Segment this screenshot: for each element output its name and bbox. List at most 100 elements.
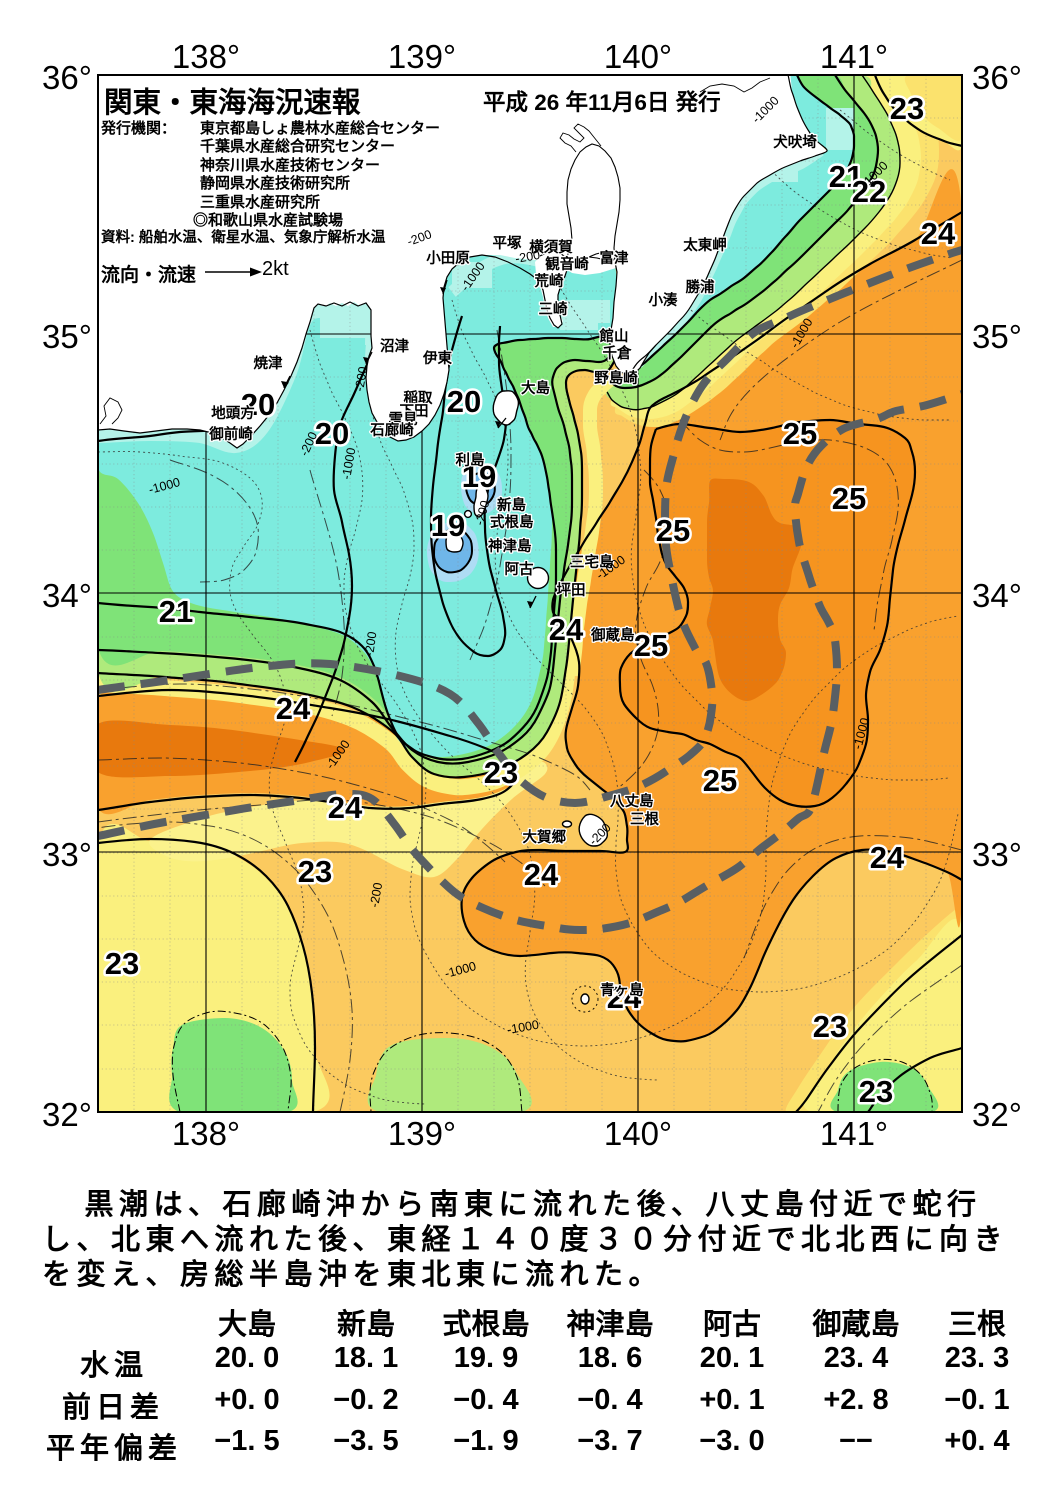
svg-text:利島: 利島 <box>456 451 485 469</box>
svg-text:23: 23 <box>890 91 924 126</box>
svg-text:23: 23 <box>859 1074 893 1109</box>
svg-text:犬吠埼: 犬吠埼 <box>773 133 817 151</box>
svg-text:太東岬: 太東岬 <box>683 236 727 254</box>
svg-text:石廊崎: 石廊崎 <box>369 421 414 439</box>
svg-text:八丈島: 八丈島 <box>609 792 654 810</box>
svg-text:阿古: 阿古 <box>505 560 534 578</box>
svg-text:雲見: 雲見 <box>389 411 418 428</box>
svg-text:23: 23 <box>298 854 332 889</box>
svg-text:伊東: 伊東 <box>422 349 452 367</box>
svg-text:観音崎: 観音崎 <box>545 255 589 273</box>
svg-text:稲取: 稲取 <box>404 389 433 407</box>
svg-text:荒崎: 荒崎 <box>535 272 564 290</box>
svg-text:青ヶ島: 青ヶ島 <box>600 981 644 999</box>
svg-text:24: 24 <box>328 790 363 825</box>
svg-text:地頭方: 地頭方 <box>211 404 255 422</box>
svg-text:25: 25 <box>783 416 817 451</box>
svg-text:野島崎: 野島崎 <box>594 369 638 387</box>
svg-text:沼津: 沼津 <box>380 337 409 355</box>
svg-text:-200: -200 <box>352 365 370 392</box>
svg-text:19: 19 <box>431 508 465 543</box>
svg-text:24: 24 <box>870 840 905 875</box>
svg-text:大島: 大島 <box>521 379 550 397</box>
svg-text:21: 21 <box>159 594 193 629</box>
svg-text:24: 24 <box>870 840 905 875</box>
svg-text:25: 25 <box>832 481 866 516</box>
svg-text:23: 23 <box>484 755 518 790</box>
svg-text:20: 20 <box>315 416 349 451</box>
svg-text:21: 21 <box>829 159 863 194</box>
svg-text:利島: 利島 <box>456 451 485 469</box>
svg-text:八丈島: 八丈島 <box>609 792 654 810</box>
svg-text:犬吠埼: 犬吠埼 <box>773 133 817 151</box>
svg-text:24: 24 <box>921 216 956 251</box>
svg-text:三宅島: 三宅島 <box>570 553 614 571</box>
svg-text:23: 23 <box>105 946 139 981</box>
svg-text:三宅島: 三宅島 <box>570 553 614 571</box>
svg-text:19: 19 <box>431 508 465 543</box>
svg-text:23: 23 <box>813 1009 847 1044</box>
svg-text:御前崎: 御前崎 <box>208 425 253 443</box>
svg-text:小田原: 小田原 <box>426 250 470 267</box>
svg-text:御蔵島: 御蔵島 <box>590 626 635 644</box>
svg-text:神津島: 神津島 <box>488 537 532 555</box>
svg-text:20: 20 <box>315 416 349 451</box>
svg-text:富津: 富津 <box>600 249 629 267</box>
svg-text:24: 24 <box>921 216 956 251</box>
svg-text:22: 22 <box>852 174 886 209</box>
svg-text:坪田: 坪田 <box>557 582 586 599</box>
svg-text:三根: 三根 <box>630 810 659 828</box>
svg-text:千倉: 千倉 <box>603 344 632 362</box>
svg-text:23: 23 <box>484 755 518 790</box>
svg-text:25: 25 <box>783 416 817 451</box>
svg-text:太東岬: 太東岬 <box>683 236 727 254</box>
svg-text:館山: 館山 <box>600 327 629 345</box>
svg-text:23: 23 <box>813 1009 847 1044</box>
svg-text:-200: -200 <box>472 499 492 527</box>
svg-text:御前崎: 御前崎 <box>208 425 253 443</box>
svg-text:25: 25 <box>832 481 866 516</box>
svg-text:24: 24 <box>549 612 584 647</box>
svg-text:勝浦: 勝浦 <box>686 278 715 296</box>
svg-text:大賀郷: 大賀郷 <box>523 828 567 846</box>
svg-text:23: 23 <box>105 946 139 981</box>
svg-text:25: 25 <box>703 763 737 798</box>
svg-text:富津: 富津 <box>600 249 629 267</box>
svg-text:23: 23 <box>890 91 924 126</box>
svg-text:25: 25 <box>703 763 737 798</box>
svg-text:御蔵島: 御蔵島 <box>590 626 635 644</box>
svg-text:荒崎: 荒崎 <box>535 272 564 290</box>
svg-text:21: 21 <box>829 159 863 194</box>
svg-text:24: 24 <box>607 980 642 1015</box>
svg-text:三崎: 三崎 <box>539 301 568 318</box>
svg-text:沼津: 沼津 <box>380 337 409 355</box>
svg-text:平塚: 平塚 <box>493 235 522 252</box>
svg-text:24: 24 <box>524 857 559 892</box>
svg-text:25: 25 <box>634 628 668 663</box>
svg-text:焼津: 焼津 <box>254 354 283 372</box>
svg-text:22: 22 <box>852 174 886 209</box>
svg-text:25: 25 <box>656 513 690 548</box>
svg-text:小田原: 小田原 <box>426 250 470 267</box>
svg-text:24: 24 <box>524 857 559 892</box>
svg-text:23: 23 <box>298 854 332 889</box>
svg-text:20: 20 <box>447 384 481 419</box>
svg-text:24: 24 <box>549 612 584 647</box>
svg-text:横須賀: 横須賀 <box>529 238 573 256</box>
svg-text:25: 25 <box>656 513 690 548</box>
svg-text:式根島: 式根島 <box>490 513 534 531</box>
svg-text:三崎: 三崎 <box>539 301 568 318</box>
svg-text:大島: 大島 <box>521 379 550 397</box>
svg-text:新島: 新島 <box>497 496 526 514</box>
svg-text:小湊: 小湊 <box>649 291 678 309</box>
svg-text:坪田: 坪田 <box>557 582 586 599</box>
svg-text:-200: -200 <box>362 631 379 658</box>
svg-text:21: 21 <box>159 594 193 629</box>
svg-text:24: 24 <box>328 790 363 825</box>
svg-text:新島: 新島 <box>497 496 526 514</box>
svg-text:地頭方: 地頭方 <box>211 404 255 422</box>
svg-text:青ヶ島: 青ヶ島 <box>600 981 644 999</box>
svg-text:館山: 館山 <box>600 327 629 345</box>
svg-text:平塚: 平塚 <box>493 235 522 252</box>
svg-text:横須賀: 横須賀 <box>529 238 573 256</box>
